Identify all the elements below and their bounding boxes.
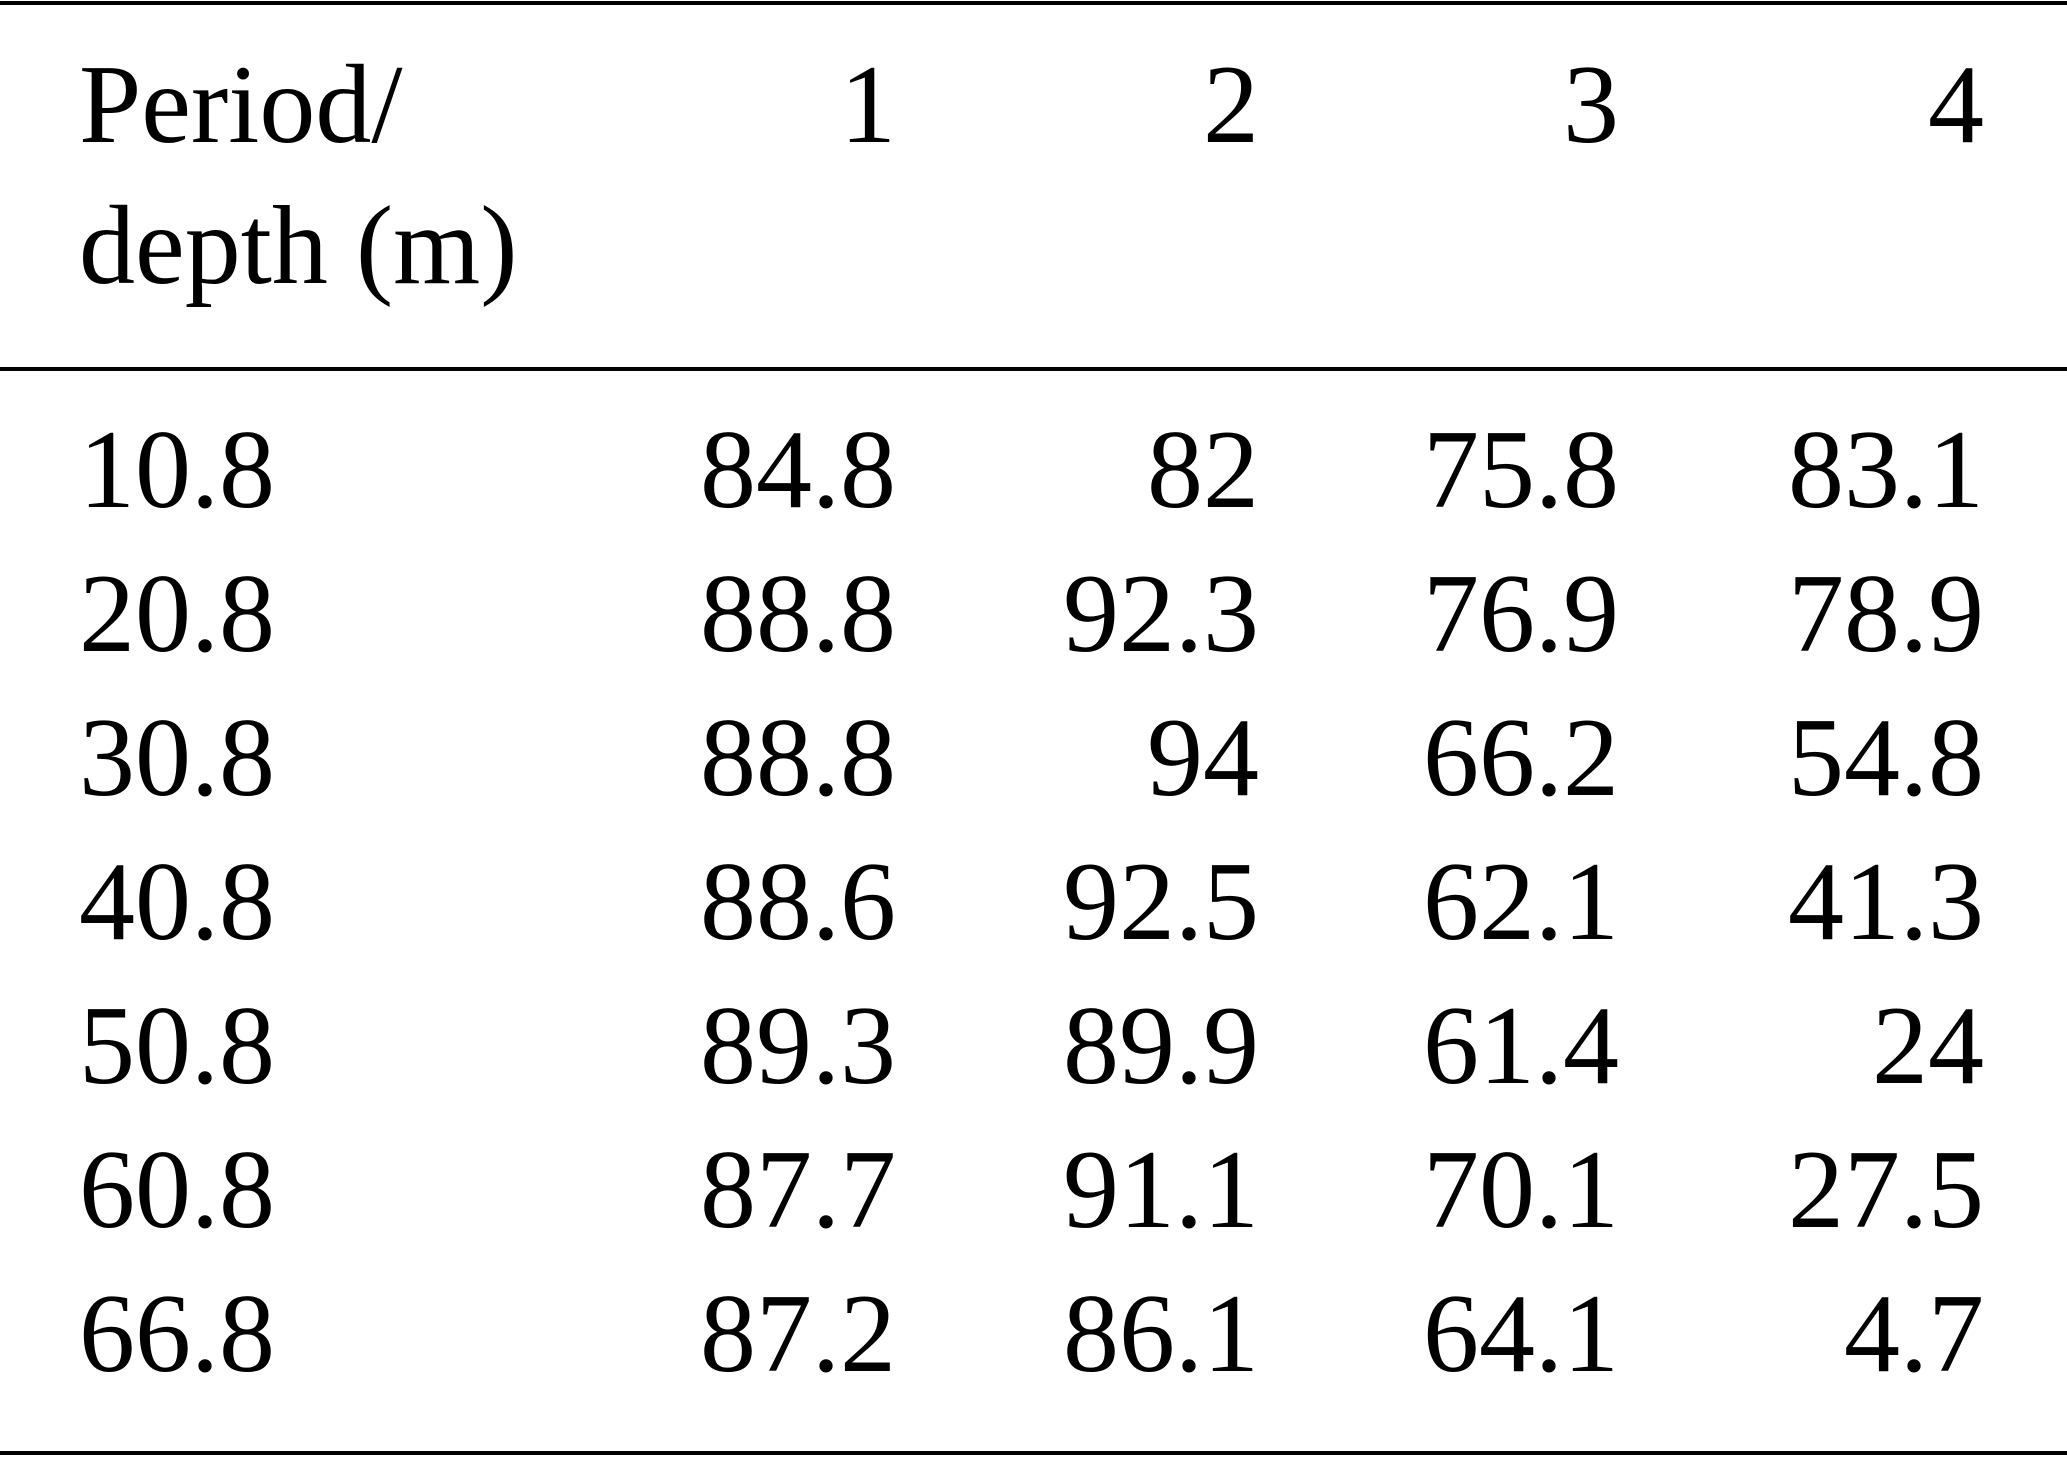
row-label: 20.8 [79,552,275,676]
cell: 92.3 [1063,552,1259,676]
cell: 88.6 [700,840,896,964]
cell: 84.8 [700,408,896,532]
cell: 92.5 [1063,840,1259,964]
header-cell: 1 [840,43,896,167]
row-label: 30.8 [79,696,275,820]
header-label: depth (m) [79,184,518,308]
cell: 87.2 [700,1272,896,1396]
cell: 76.9 [1423,552,1619,676]
cell: 70.1 [1423,1128,1619,1252]
cell: 66.2 [1423,696,1619,820]
cell: 27.5 [1788,1128,1984,1252]
row-label: 40.8 [79,840,275,964]
cell: 41.3 [1788,840,1984,964]
row-label: 10.8 [79,408,275,532]
cell: 82 [1147,408,1259,532]
cell: 94 [1147,696,1259,820]
cell: 86.1 [1063,1272,1259,1396]
row-label: 66.8 [79,1272,275,1396]
row-label: 50.8 [79,984,275,1108]
cell: 4.7 [1844,1272,1984,1396]
cell: 89.3 [700,984,896,1108]
cell: 62.1 [1423,840,1619,964]
cell: 83.1 [1788,408,1984,532]
header-cell: 3 [1563,43,1619,167]
cell: 64.1 [1423,1272,1619,1396]
header-cell: 4 [1928,43,1984,167]
row-label: 60.8 [79,1128,275,1252]
header-cell: 2 [1203,43,1259,167]
cell: 87.7 [700,1128,896,1252]
cell: 75.8 [1423,408,1619,532]
cell: 91.1 [1063,1128,1259,1252]
cell: 88.8 [700,552,896,676]
cell: 54.8 [1788,696,1984,820]
cell: 61.4 [1423,984,1619,1108]
cell: 89.9 [1063,984,1259,1108]
cell: 88.8 [700,696,896,820]
cell: 78.9 [1788,552,1984,676]
header-label: Period/ [79,43,403,167]
cell: 24 [1872,984,1984,1108]
